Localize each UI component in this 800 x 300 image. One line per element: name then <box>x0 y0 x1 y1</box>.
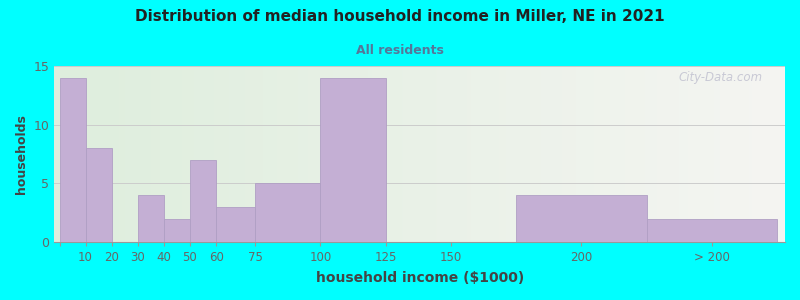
Text: All residents: All residents <box>356 44 444 56</box>
Bar <box>59 78 86 242</box>
Bar <box>255 183 321 242</box>
Bar <box>190 160 216 242</box>
Bar <box>646 219 777 242</box>
X-axis label: household income ($1000): household income ($1000) <box>315 271 524 285</box>
Text: Distribution of median household income in Miller, NE in 2021: Distribution of median household income … <box>135 9 665 24</box>
Bar <box>86 148 112 242</box>
Bar <box>321 78 386 242</box>
Bar <box>164 219 190 242</box>
Y-axis label: households: households <box>15 114 28 194</box>
Bar <box>516 195 646 242</box>
Bar <box>138 195 164 242</box>
Text: City-Data.com: City-Data.com <box>679 71 763 84</box>
Bar <box>216 207 255 242</box>
